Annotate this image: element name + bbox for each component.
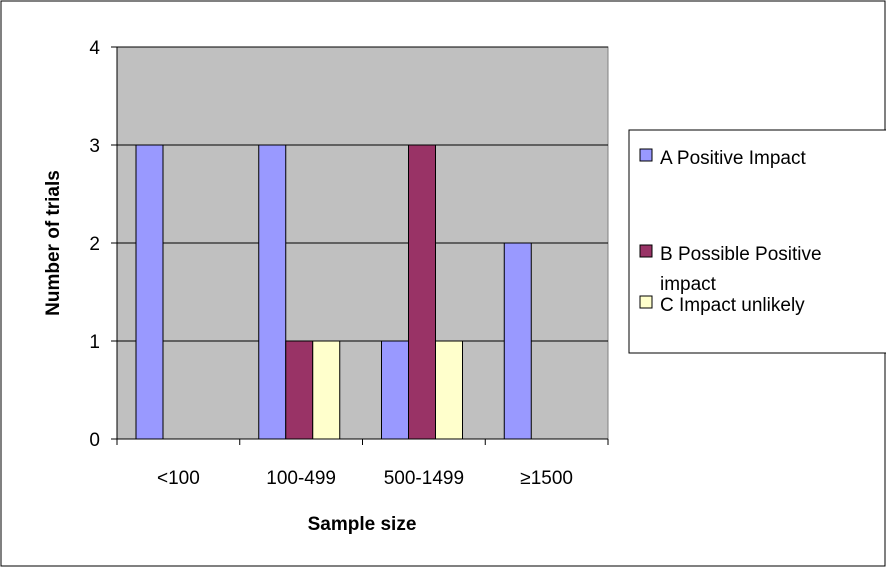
bar <box>135 144 164 440</box>
y-tick-label: 4 <box>89 38 100 59</box>
bar <box>285 340 314 440</box>
legend-swatch <box>639 295 653 309</box>
y-tick-label: 2 <box>89 234 100 255</box>
x-axis-ticks: <100 100-499 500-1499 ≥1500 <box>116 439 609 489</box>
bar <box>408 144 436 440</box>
bars <box>135 144 532 440</box>
legend-label: C Impact unlikely <box>660 295 805 316</box>
x-tick-label: ≥1500 <box>520 468 573 489</box>
y-tick-label: 0 <box>89 430 100 451</box>
x-tick-label: 500-1499 <box>384 468 464 489</box>
bar <box>381 340 409 440</box>
bar <box>435 340 463 440</box>
bar <box>312 340 341 440</box>
y-axis-title: Number of trials <box>43 170 64 316</box>
bar <box>503 242 532 440</box>
y-tick-label: 1 <box>89 332 100 353</box>
legend-swatch <box>639 148 653 162</box>
x-tick-label: <100 <box>157 468 200 489</box>
legend: A Positive Impact B Possible Positive impa… <box>628 129 886 354</box>
legend-label: B Possible Positive impact <box>660 244 822 295</box>
bar <box>258 144 287 440</box>
y-axis-ticks: 0 1 2 3 4 <box>89 38 117 451</box>
x-tick-label: 100-499 <box>266 468 336 489</box>
legend-swatch <box>639 244 653 258</box>
legend-box <box>628 129 886 354</box>
y-tick-label: 3 <box>89 136 100 157</box>
x-axis-title: Sample size <box>308 514 417 535</box>
legend-label: A Positive Impact <box>660 148 806 169</box>
gridlines <box>117 46 608 342</box>
